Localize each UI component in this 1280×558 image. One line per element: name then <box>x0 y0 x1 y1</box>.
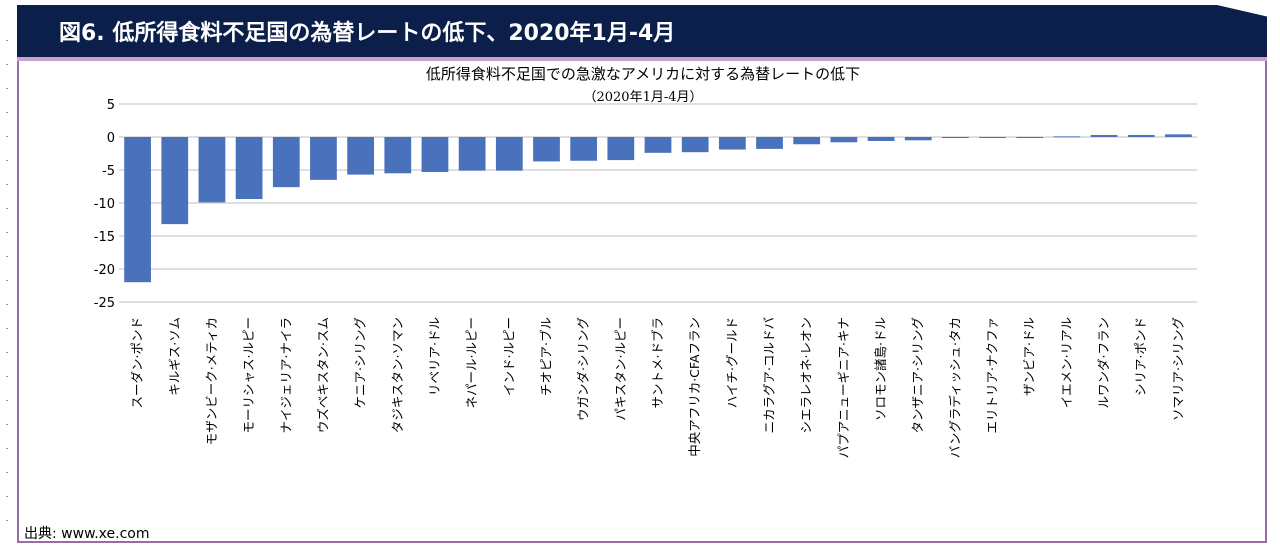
bar <box>495 137 523 171</box>
bar <box>347 137 375 175</box>
x-category-label: インド·ルピー <box>501 317 516 396</box>
bar-chart: 低所得食料不足国での急激なアメリカに対する為替レートの低下 （2020年1月-4… <box>94 65 1197 458</box>
x-category-label: モーリシャス·ルピー <box>241 317 256 433</box>
bar <box>681 137 709 153</box>
bar <box>198 137 226 203</box>
bar <box>1127 135 1155 137</box>
x-category-label: パキスタン·ルピー <box>613 317 628 421</box>
x-category-label: エリトリア·ナクファ <box>985 317 1000 433</box>
y-tick-label: 5 <box>107 98 115 113</box>
x-category-label: タンザニア·シリング <box>910 317 925 433</box>
bar <box>904 137 932 141</box>
chart-subtitle: （2020年1月-4月） <box>583 90 702 105</box>
y-tick-label: -25 <box>94 296 115 311</box>
y-tick-label: -15 <box>94 230 115 245</box>
x-category-label: キルギス·ソム <box>167 317 182 396</box>
bar <box>718 137 746 150</box>
bar <box>570 137 598 161</box>
bar <box>421 137 449 172</box>
x-category-label: ウガンダ·シリング <box>576 317 591 421</box>
x-category-label: ソマリア·シリング <box>1170 317 1185 421</box>
y-tick-label: -20 <box>94 263 115 278</box>
x-category-label: ハイチ·グールド <box>724 317 739 408</box>
bar <box>607 137 635 161</box>
bar <box>644 137 672 153</box>
x-category-label: 中央アフリカ·CFAフラン <box>687 317 702 457</box>
bar <box>1165 134 1192 137</box>
bar <box>979 137 1006 138</box>
x-category-label: モザンビーク·メティカ <box>204 317 219 445</box>
chart-frame: 低所得食料不足国での急激なアメリカに対する為替レートの低下 （2020年1月-4… <box>17 61 1267 543</box>
bar <box>272 137 300 188</box>
x-category-label: リベリア·ドル <box>427 317 442 396</box>
page-margin-marks <box>6 40 8 540</box>
bar <box>310 137 337 180</box>
x-category-label: ウズベキスタン·スム <box>315 317 330 433</box>
x-category-label: ニカラグア·コルドバ <box>762 317 777 433</box>
x-category-label: ルワンダ·フラン <box>1096 317 1111 408</box>
x-category-label: ザンビア·ドル <box>1022 317 1037 396</box>
y-tick-label: 0 <box>107 131 115 146</box>
bar <box>756 137 783 149</box>
x-category-label: タジキスタン·ソマン <box>390 317 405 433</box>
x-category-label: ネパール·ルピー <box>464 317 479 408</box>
y-tick-label: -5 <box>102 164 115 179</box>
x-category-label: シエラレオネ·レオン <box>799 317 814 433</box>
bar <box>161 137 189 225</box>
y-tick-label: -10 <box>94 197 115 212</box>
bar <box>384 137 412 174</box>
bar <box>1090 135 1118 137</box>
x-category-label: バングラディッシュ·タカ <box>947 317 962 458</box>
figure-header: 図6. 低所得食料不足国の為替レートの低下、2020年1月-4月 <box>17 5 1267 57</box>
bar <box>458 137 486 171</box>
x-category-label: パプアニューギニア·キナ <box>836 317 851 458</box>
x-category-label: ケニア·シリング <box>353 317 368 408</box>
bar <box>1053 136 1081 138</box>
bar <box>533 137 560 162</box>
x-category-label: チオピア·ブル <box>538 317 553 396</box>
source-note: 出典: www.xe.com <box>24 526 150 542</box>
x-category-label: ナイジェリア·ナイラ <box>278 317 293 433</box>
bar <box>124 137 151 283</box>
bar <box>1016 137 1044 138</box>
bar <box>941 137 969 138</box>
header-accent-line <box>17 57 1267 61</box>
bar <box>867 137 895 141</box>
x-category-label: ソロモン諸島·ドル <box>873 317 888 421</box>
bar <box>235 137 263 200</box>
bar <box>830 137 858 143</box>
figure-title: 図6. 低所得食料不足国の為替レートの低下、2020年1月-4月 <box>59 21 676 46</box>
x-category-label: スーダン·ポンド <box>130 317 145 408</box>
bar <box>793 137 821 145</box>
chart-title: 低所得食料不足国での急激なアメリカに対する為替レートの低下 <box>426 65 860 83</box>
x-category-label: サントメ·ドブラ <box>650 317 665 408</box>
x-category-label: イエメン·リアル <box>1059 317 1074 408</box>
x-category-label: シリア·ポンド <box>1133 317 1148 396</box>
